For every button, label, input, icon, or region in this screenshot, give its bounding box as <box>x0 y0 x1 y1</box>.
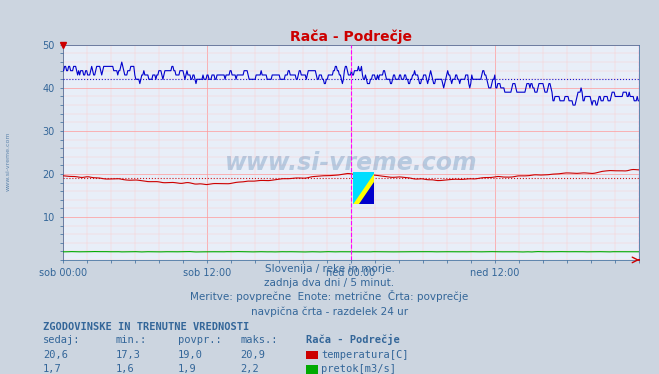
Text: sedaj:: sedaj: <box>43 335 80 345</box>
Text: navpična črta - razdelek 24 ur: navpična črta - razdelek 24 ur <box>251 306 408 316</box>
Text: povpr.:: povpr.: <box>178 335 221 345</box>
Text: 1,7: 1,7 <box>43 364 61 374</box>
Text: min.:: min.: <box>115 335 146 345</box>
Text: Meritve: povprečne  Enote: metrične  Črta: povprečje: Meritve: povprečne Enote: metrične Črta:… <box>190 290 469 302</box>
Text: Rača - Podrečje: Rača - Podrečje <box>306 334 400 345</box>
Text: www.si-vreme.com: www.si-vreme.com <box>225 151 477 175</box>
Text: 17,3: 17,3 <box>115 350 140 359</box>
Text: ZGODOVINSKE IN TRENUTNE VREDNOSTI: ZGODOVINSKE IN TRENUTNE VREDNOSTI <box>43 322 249 332</box>
Text: 19,0: 19,0 <box>178 350 203 359</box>
Text: 2,2: 2,2 <box>241 364 259 374</box>
Text: www.si-vreme.com: www.si-vreme.com <box>5 131 11 191</box>
Polygon shape <box>353 172 374 204</box>
Text: 1,6: 1,6 <box>115 364 134 374</box>
Text: 1,9: 1,9 <box>178 364 196 374</box>
Text: maks.:: maks.: <box>241 335 278 345</box>
Text: Slovenija / reke in morje.: Slovenija / reke in morje. <box>264 264 395 274</box>
Polygon shape <box>359 182 374 204</box>
Title: Rača - Podrečje: Rača - Podrečje <box>290 29 412 44</box>
Polygon shape <box>353 172 374 204</box>
Text: temperatura[C]: temperatura[C] <box>321 350 409 359</box>
Text: zadnja dva dni / 5 minut.: zadnja dva dni / 5 minut. <box>264 278 395 288</box>
Text: 20,9: 20,9 <box>241 350 266 359</box>
Text: 20,6: 20,6 <box>43 350 68 359</box>
Text: pretok[m3/s]: pretok[m3/s] <box>321 364 396 374</box>
